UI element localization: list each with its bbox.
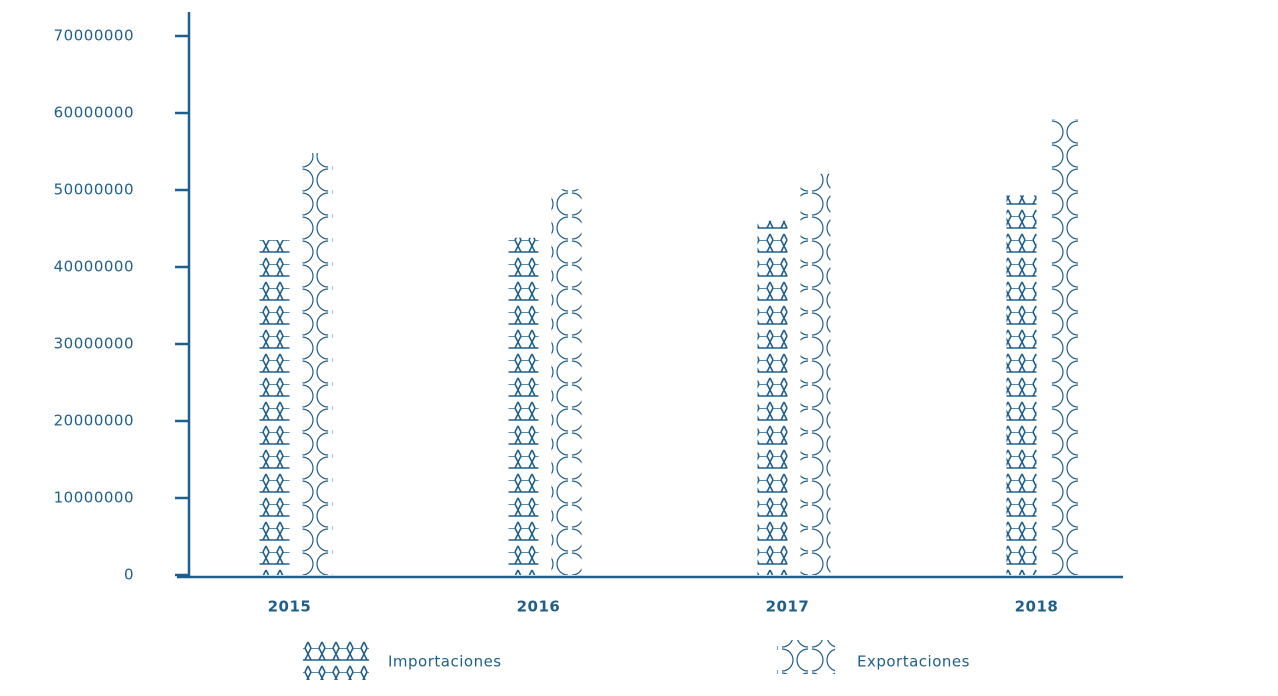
bar [1049,119,1080,575]
y-tick-label: 40000000 [54,258,134,276]
bar [508,237,539,576]
bar [551,189,582,576]
bar [1006,195,1037,575]
x-tick-label: 2016 [517,598,561,616]
bar [800,173,831,575]
y-tick-label: 60000000 [54,104,134,122]
x-tick-label: 2017 [766,598,810,616]
legend-swatch [777,640,835,674]
y-tick-label: 20000000 [54,412,134,430]
bar [302,153,333,576]
x-tick-label: 2018 [1015,598,1059,616]
x-tick-label: 2015 [268,598,312,616]
y-tick-label: 70000000 [54,27,134,45]
bar [757,220,788,576]
bar [259,240,290,576]
legend-swatch [303,640,369,680]
y-tick-label: 0 [124,566,134,584]
legend-label: Exportaciones [857,653,970,671]
legend-label: Importaciones [388,653,502,671]
y-tick-label: 50000000 [54,181,134,199]
y-tick-label: 10000000 [54,489,134,507]
y-tick-label: 30000000 [54,335,134,353]
